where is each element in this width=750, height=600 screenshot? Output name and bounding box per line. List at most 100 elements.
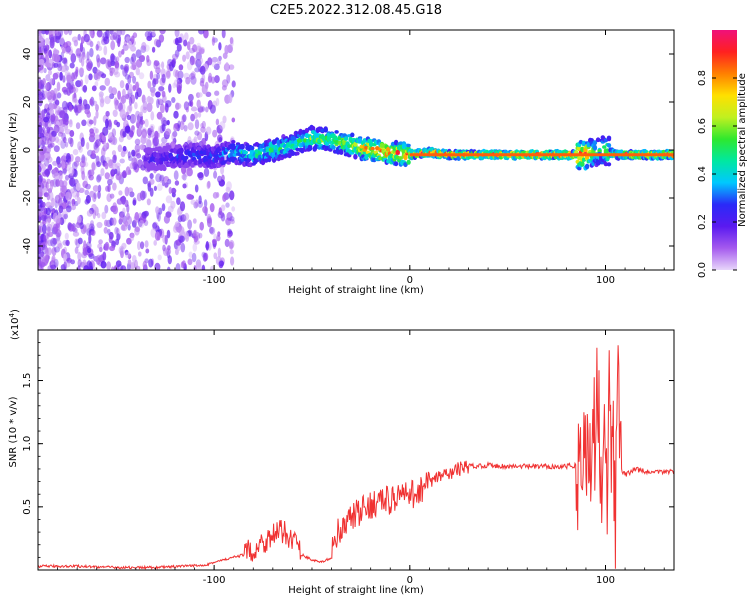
spectrogram-cell: [104, 241, 110, 251]
spectrogram-cell: [42, 78, 46, 86]
spectrogram-cell: [121, 49, 125, 55]
spectrogram-cell: [51, 246, 57, 256]
spectrogram-cell: [59, 71, 63, 81]
spectrogram-cell: [49, 182, 54, 191]
spectrogram-cell: [174, 49, 180, 58]
spectrogram-cell: [44, 151, 51, 161]
spectrogram-cell: [46, 178, 51, 185]
spectrogram-cell: [189, 36, 195, 45]
spectrogram-cell: [122, 43, 129, 51]
spectrogram-cell: [226, 211, 233, 221]
spectrogram-cell: [196, 131, 203, 141]
spectrogram-cell: [81, 170, 86, 181]
spectrogram-cell: [161, 73, 166, 84]
spectrogram-cell: [189, 55, 195, 66]
spectrogram-cell: [201, 73, 206, 84]
spectrogram-cell: [174, 180, 180, 186]
spectrogram-cell: [193, 111, 199, 119]
spectrogram-cell: [215, 118, 220, 126]
spectrogram-cell: [94, 81, 99, 87]
spectrogram-cell: [48, 164, 53, 171]
spectrogram-cell: [606, 135, 612, 140]
y-tick-label: 1.0: [22, 436, 33, 452]
spectrogram-cell: [135, 110, 141, 118]
spectrogram-cell: [53, 88, 58, 96]
spectrogram-cell: [50, 89, 54, 96]
spectrogram-cell: [122, 207, 126, 215]
spectrogram-cell: [228, 241, 234, 250]
spectrogram-cell: [91, 162, 96, 171]
spectrogram-cell: [104, 95, 111, 105]
spectrogram-cell: [122, 170, 127, 179]
spectrogram-cell: [152, 78, 159, 85]
spectrogram-cell: [175, 102, 180, 111]
spectrogram-cell: [61, 57, 68, 64]
spectrogram-cell: [62, 168, 67, 174]
spectrogram-cell: [83, 33, 90, 43]
spectrogram-cell: [193, 230, 197, 240]
colorbar-tick-label: 0.6: [697, 118, 708, 134]
spectrogram-cell: [38, 122, 43, 129]
spectrogram-cell: [158, 86, 165, 92]
spectrogram-cell: [403, 154, 408, 161]
spectrogram-cell: [249, 145, 255, 151]
figure-title: C2E5.2022.312.08.45.G18: [270, 3, 442, 18]
x-tick-label: -100: [203, 575, 226, 586]
spectrogram-cell: [121, 195, 126, 205]
spectrogram-cell: [109, 193, 115, 199]
spectrogram-cell: [42, 224, 47, 235]
spectrogram-cell: [597, 149, 602, 153]
spectrogram-cell: [80, 36, 85, 44]
spectrogram-cell: [182, 260, 186, 268]
spectrogram-cell: [395, 149, 400, 155]
spectrogram-cell: [270, 148, 275, 154]
y-tick-label: 20: [22, 96, 33, 109]
spectrogram-cell: [45, 82, 52, 92]
spectrogram-cell: [72, 231, 80, 237]
spectrogram-cell: [111, 87, 118, 96]
spectrogram-cell: [171, 132, 176, 142]
spectrogram-cell: [122, 145, 127, 152]
spectrogram-cell: [38, 154, 41, 163]
colorbar-label: Normalized spectral amplitude: [737, 73, 748, 227]
spectrogram-cell: [197, 92, 203, 98]
spectrogram-cell: [144, 118, 149, 128]
spectrogram-cell: [125, 36, 131, 43]
spectrogram-cell: [161, 203, 166, 212]
spectrogram-cell: [161, 136, 168, 144]
spectrogram-cell: [45, 112, 51, 120]
spectrogram-cell: [179, 148, 184, 154]
spectrogram-cell: [185, 232, 190, 242]
y-tick-label: 0: [22, 147, 33, 153]
spectrogram-cell: [96, 221, 103, 229]
spectrogram-cell: [77, 196, 81, 205]
spectrogram-cell: [190, 199, 196, 205]
spectrogram-cell: [153, 185, 157, 191]
spectrogram-cell: [159, 228, 165, 239]
spectrogram-cell: [178, 235, 185, 243]
spectrogram-cell: [99, 93, 103, 103]
spectrogram-cell: [68, 119, 73, 128]
spectrogram-cell: [46, 81, 51, 92]
snr-frame: [37, 329, 675, 571]
x-tick-label: 100: [596, 275, 615, 286]
spectrogram-cell: [222, 193, 227, 202]
spectrogram-cell: [243, 150, 248, 155]
spectrogram-cell: [51, 168, 57, 179]
spectrogram-cell: [51, 255, 56, 262]
y-tick-label: 40: [22, 48, 33, 61]
spectrogram-cell: [125, 166, 131, 176]
spectrogram-cell: [86, 111, 91, 118]
spectrogram-cell: [222, 115, 227, 124]
spectrogram-cell: [88, 174, 94, 181]
spectrogram-cell: [77, 33, 81, 41]
spectrogram-cell: [70, 225, 76, 232]
spectrogram-cell: [129, 162, 135, 169]
spectrogram-cell: [88, 73, 93, 81]
spectrogram-cell: [48, 49, 53, 59]
spectrogram-cell: [177, 120, 181, 128]
spectrogram-cell: [230, 219, 235, 225]
snr-x-ticks: -100 0 100: [57, 330, 665, 586]
spectrogram-cell: [111, 163, 118, 170]
spectrogram-cell: [104, 219, 108, 227]
